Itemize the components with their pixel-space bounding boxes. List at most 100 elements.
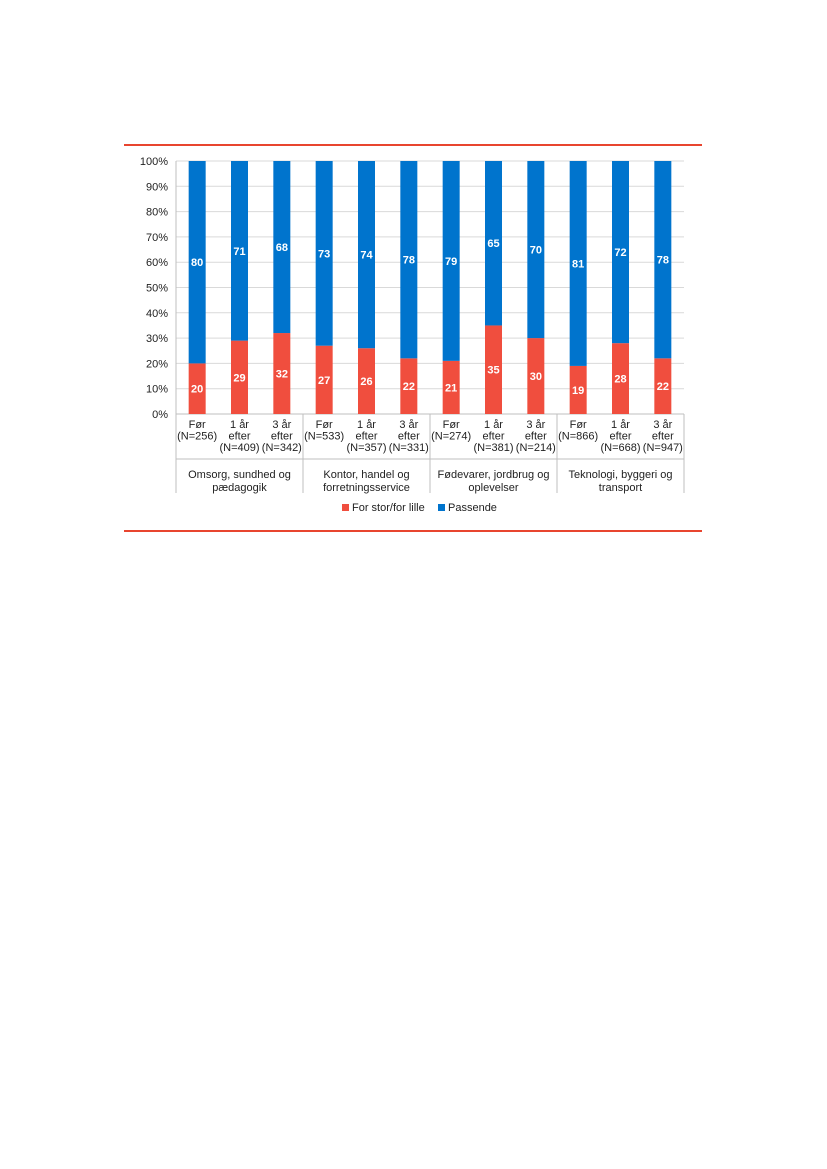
- x-tick-label: (N=533): [304, 431, 344, 443]
- x-tick-label: efter: [482, 431, 504, 443]
- bar-passende: [612, 161, 629, 344]
- x-tick-label: 1 år: [484, 419, 503, 431]
- x-tick-label: 3 år: [653, 419, 672, 431]
- bar-passende: [358, 161, 375, 349]
- data-label-passende: 79: [445, 256, 457, 268]
- y-tick-label: 70%: [146, 232, 168, 244]
- data-label-passende: 78: [403, 255, 415, 267]
- top-rule: [124, 144, 702, 146]
- data-label-for-stor-for-lille: 28: [614, 374, 626, 386]
- data-label-for-stor-for-lille: 29: [233, 372, 245, 384]
- data-label-for-stor-for-lille: 21: [445, 382, 457, 394]
- bar-passende: [442, 161, 460, 361]
- legend-label: Passende: [448, 502, 497, 514]
- y-tick-label: 30%: [146, 333, 168, 345]
- bar-for-stor-for-lille: [188, 363, 206, 414]
- x-tick-label: efter: [271, 431, 293, 443]
- group-label: Fødevarer, jordbrug og oplevelser: [438, 469, 550, 494]
- x-tick-label: (N=947): [643, 442, 683, 454]
- bar-passende: [400, 161, 418, 359]
- y-tick-label: 80%: [146, 207, 168, 219]
- data-label-for-stor-for-lille: 27: [318, 375, 330, 387]
- group-label: Kontor, handel og forretningsservice: [323, 469, 410, 494]
- x-tick-label: (N=256): [177, 431, 217, 443]
- legend-label: For stor/for lille: [352, 502, 425, 514]
- data-label-for-stor-for-lille: 30: [530, 371, 542, 383]
- data-label-passende: 65: [487, 238, 499, 250]
- y-tick-label: 90%: [146, 181, 168, 193]
- bar-for-stor-for-lille: [654, 358, 672, 414]
- bar-for-stor-for-lille: [358, 348, 375, 414]
- data-label-passende: 80: [191, 257, 203, 269]
- x-tick-label: efter: [398, 431, 420, 443]
- data-label-for-stor-for-lille: 22: [403, 381, 415, 393]
- x-tick-label: efter: [525, 431, 547, 443]
- x-tick-label: (N=274): [431, 431, 471, 443]
- data-label-for-stor-for-lille: 32: [276, 369, 288, 381]
- legend-swatch: [438, 504, 445, 511]
- group-label: Omsorg, sundhed og pædagogik: [188, 469, 291, 494]
- bar-passende: [527, 161, 545, 339]
- y-tick-label: 20%: [146, 358, 168, 370]
- data-label-for-stor-for-lille: 20: [191, 384, 203, 396]
- stacked-bar-chart: 0% 10% 20% 30% 40% 50% 60% 70% 80% 90% 100% 20 80 29 7…: [140, 156, 685, 514]
- data-label-passende: 68: [276, 242, 288, 254]
- data-label-for-stor-for-lille: 19: [572, 385, 584, 397]
- x-tick-label: Før: [316, 419, 333, 431]
- bottom-rule: [124, 530, 702, 532]
- x-tick-label: 1 år: [611, 419, 630, 431]
- x-tick-label: (N=409): [219, 442, 259, 454]
- legend-swatch: [342, 504, 349, 511]
- y-tick-label: 50%: [146, 283, 168, 295]
- bar-for-stor-for-lille: [400, 358, 418, 414]
- bar-for-stor-for-lille: [315, 345, 333, 414]
- x-tick-label: Før: [189, 419, 206, 431]
- x-tick-label: efter: [652, 431, 674, 443]
- bar-passende: [485, 161, 502, 326]
- y-tick-label: 0%: [152, 409, 168, 421]
- x-tick-label: (N=214): [516, 442, 556, 454]
- x-tick-label: (N=342): [262, 442, 302, 454]
- x-tick-label: (N=331): [389, 442, 429, 454]
- group-label: Teknologi, byggeri og transport: [569, 469, 673, 494]
- data-label-for-stor-for-lille: 35: [487, 365, 499, 377]
- data-label-passende: 72: [614, 247, 626, 259]
- bar-for-stor-for-lille: [569, 365, 587, 414]
- data-label-passende: 81: [572, 258, 584, 270]
- bar-passende: [231, 161, 248, 341]
- y-tick-label: 10%: [146, 384, 168, 396]
- bar-for-stor-for-lille: [485, 325, 502, 414]
- x-tick-label: efter: [228, 431, 250, 443]
- bar-for-stor-for-lille: [442, 360, 460, 414]
- bar-for-stor-for-lille: [231, 340, 248, 414]
- x-tick-label: Før: [443, 419, 460, 431]
- data-label-passende: 70: [530, 245, 542, 257]
- bar-for-stor-for-lille: [527, 338, 545, 414]
- x-tick-label: 1 år: [230, 419, 249, 431]
- bar-passende: [273, 161, 291, 334]
- x-tick-label: (N=866): [558, 431, 598, 443]
- data-label-passende: 71: [233, 246, 245, 258]
- x-tick-label: 3 år: [526, 419, 545, 431]
- data-label-for-stor-for-lille: 26: [360, 376, 372, 388]
- bar-passende: [654, 161, 672, 359]
- bar-passende: [315, 161, 333, 346]
- data-label-for-stor-for-lille: 22: [657, 381, 669, 393]
- data-label-passende: 73: [318, 248, 330, 260]
- x-tick-label: 3 år: [272, 419, 291, 431]
- bar-for-stor-for-lille: [612, 343, 629, 414]
- x-tick-label: efter: [609, 431, 631, 443]
- data-label-passende: 74: [360, 250, 373, 262]
- x-tick-label: 3 år: [399, 419, 418, 431]
- bar-passende: [188, 161, 206, 364]
- bar-for-stor-for-lille: [273, 333, 291, 414]
- y-tick-label: 60%: [146, 257, 168, 269]
- x-tick-label: Før: [570, 419, 587, 431]
- y-tick-label: 100%: [140, 156, 168, 168]
- x-tick-label: efter: [355, 431, 377, 443]
- x-tick-label: (N=357): [346, 442, 386, 454]
- data-label-passende: 78: [657, 255, 669, 267]
- x-tick-label: 1 år: [357, 419, 376, 431]
- x-tick-label: (N=381): [473, 442, 513, 454]
